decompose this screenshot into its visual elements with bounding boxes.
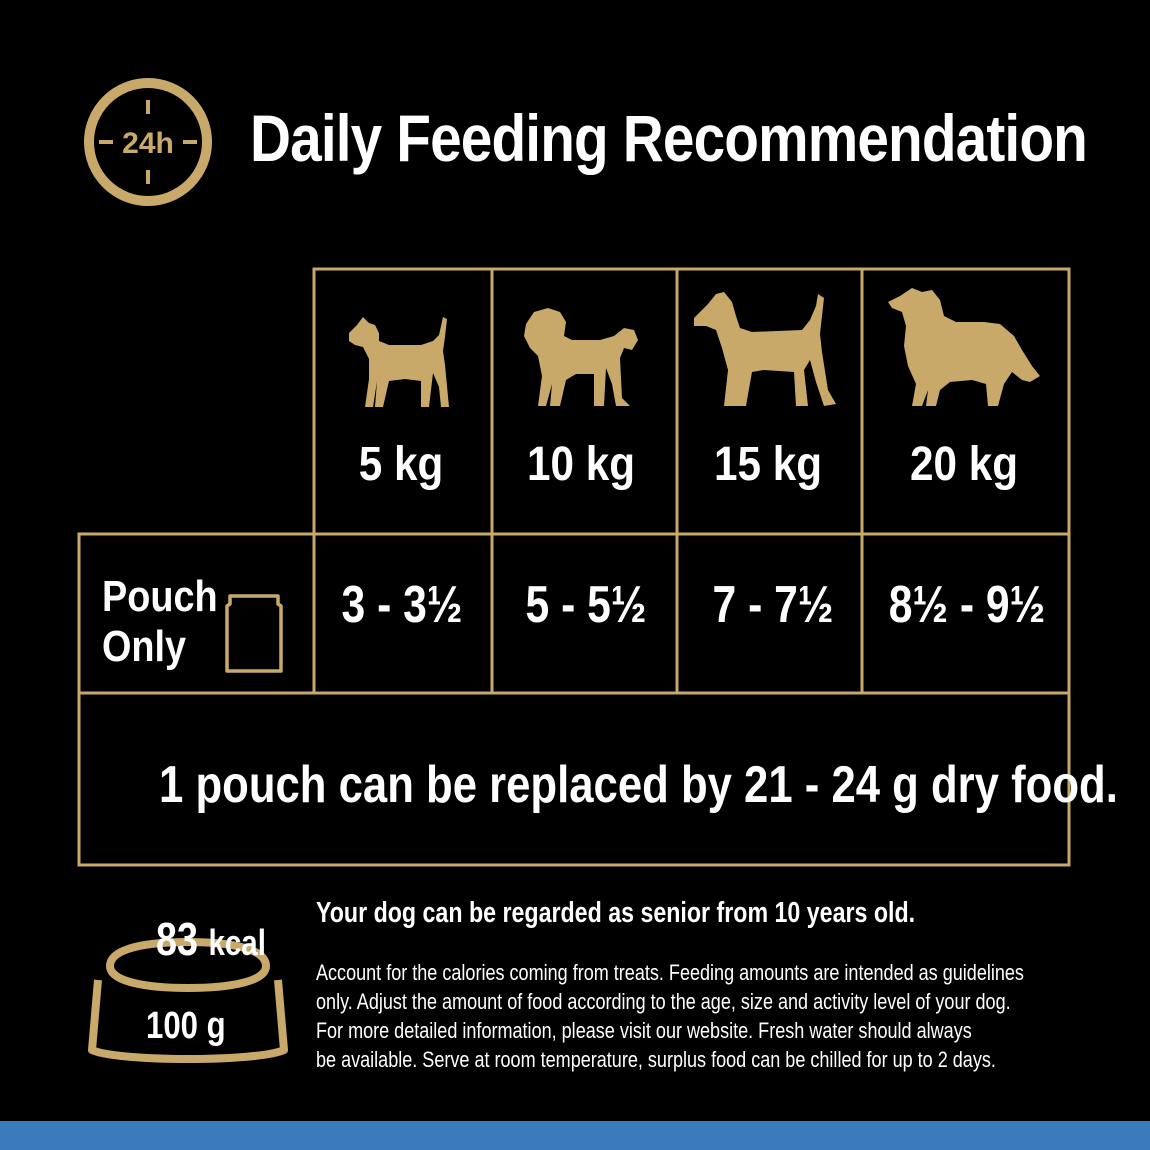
replacement-note: 1 pouch can be replaced by 21 - 24 g dry… [159,756,1118,814]
weight-label-10kg: 10 kg [526,438,636,491]
terrier-icon [694,292,836,406]
page-title: Daily Feeding Recommendation [250,101,1088,175]
senior-note: Your dog can be regarded as senior from … [316,897,916,929]
collie-icon [888,288,1040,406]
portion-amount: 100 g [146,1005,226,1047]
weight-label-15kg: 15 kg [713,438,823,491]
guidelines-line: For more detailed information, please vi… [316,1018,972,1043]
pouch-icon [225,594,283,673]
pouch-only-label: Pouch Only [102,572,218,672]
bowl-icon [88,937,288,1063]
guidelines-line: only. Adjust the amount of food accordin… [316,989,1011,1014]
guidelines-line: Account for the calories coming from tre… [316,960,1024,985]
weight-label-5kg: 5 kg [358,438,444,491]
pouch-label-line2: Only [102,622,187,671]
pouch-amount-5kg: 3 - 3½ [341,576,463,634]
pouch-amount-20kg: 8½ - 9½ [888,576,1046,634]
kcal-unit: kcal [208,922,266,963]
small-terrier-icon [349,317,449,407]
pug-icon [524,308,638,406]
feeding-guidelines: Account for the calories coming from tre… [316,958,1058,1074]
clock-label: 24h [122,127,174,160]
kcal-value: 83 kcal [156,912,266,966]
pouch-label-line1: Pouch [102,572,218,621]
weight-label-20kg: 20 kg [909,438,1019,491]
pouch-amount-15kg: 7 - 7½ [712,576,834,634]
guidelines-line: be available. Serve at room temperature,… [316,1047,996,1072]
bottom-band [0,1121,1150,1150]
kcal-number: 83 [156,913,198,965]
24h-clock-icon: 24h [84,78,212,206]
pouch-amount-10kg: 5 - 5½ [525,576,647,634]
